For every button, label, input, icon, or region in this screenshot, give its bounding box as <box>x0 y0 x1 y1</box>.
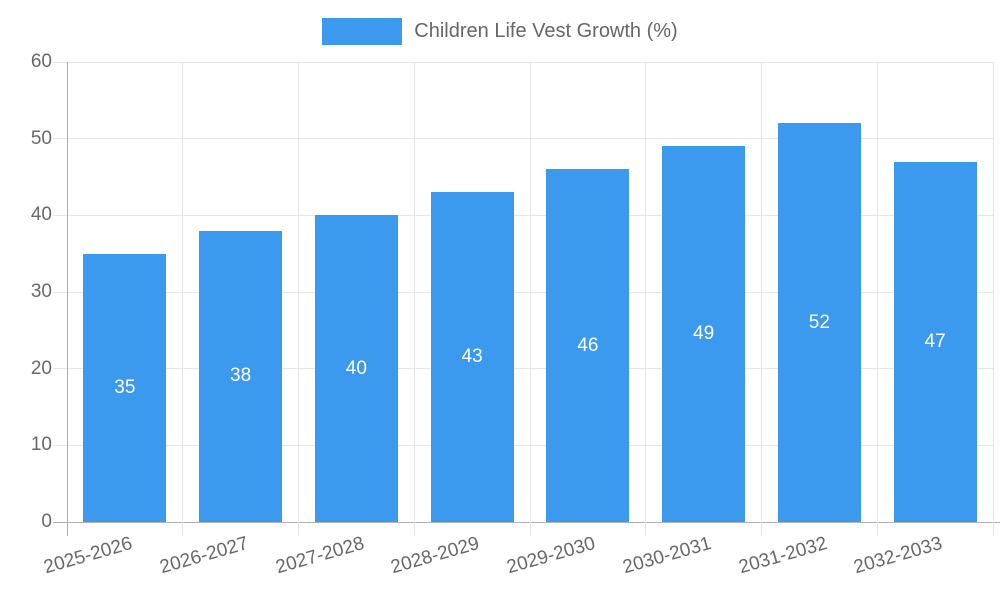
y-axis-line <box>66 62 68 536</box>
h-gridline <box>53 291 993 293</box>
bar[interactable] <box>893 161 977 522</box>
h-gridline <box>53 444 993 446</box>
bar[interactable] <box>777 123 861 522</box>
legend-swatch <box>322 18 403 45</box>
bar[interactable] <box>199 230 283 522</box>
legend-label: Children Life Vest Growth (%) <box>414 20 678 42</box>
bar[interactable] <box>314 215 398 522</box>
v-gridline <box>761 62 762 536</box>
y-axis-tick-label: 10 <box>30 434 52 456</box>
v-gridline <box>529 62 531 536</box>
x-axis-line <box>53 521 1000 523</box>
y-axis-tick-label: 20 <box>30 357 52 379</box>
x-axis-tick-label: 2030-2031 <box>620 533 714 579</box>
bar[interactable] <box>430 192 514 522</box>
x-axis-tick-label: 2029-2030 <box>504 533 598 579</box>
bar-value-label: 35 <box>114 376 136 398</box>
h-gridline <box>53 214 993 216</box>
bar-value-label: 47 <box>924 330 946 352</box>
x-axis-tick-label: 2028-2029 <box>388 533 482 579</box>
x-axis-tick-label: 2032-2033 <box>851 533 945 579</box>
bar[interactable] <box>662 146 746 522</box>
h-gridline <box>53 138 993 140</box>
y-axis-tick-label: 50 <box>30 127 52 149</box>
v-gridline <box>182 62 184 536</box>
x-axis-tick-label: 2027-2028 <box>273 533 367 579</box>
v-gridline <box>992 62 994 536</box>
y-axis-tick-label: 0 <box>41 511 52 532</box>
x-axis-tick-label: 2026-2027 <box>157 533 251 579</box>
bar-value-label: 52 <box>808 311 830 333</box>
v-gridline <box>645 62 647 536</box>
bar-value-label: 38 <box>230 365 252 387</box>
legend-item[interactable]: Children Life Vest Growth (%) <box>0 18 1000 45</box>
x-axis-tick-label: 2031-2032 <box>736 533 830 579</box>
v-gridline <box>413 62 415 536</box>
bar-value-label: 46 <box>577 334 599 356</box>
x-axis-tick-label: 2025-2026 <box>41 533 135 579</box>
h-gridline <box>53 61 993 63</box>
y-axis-tick-label: 60 <box>30 51 52 72</box>
bar-value-label: 43 <box>461 346 483 368</box>
v-gridline <box>298 62 299 536</box>
h-gridline <box>53 368 993 370</box>
v-gridline <box>876 62 878 536</box>
bar-value-label: 49 <box>693 323 715 345</box>
bar[interactable] <box>546 169 630 522</box>
bar-value-label: 40 <box>345 357 367 379</box>
y-axis-tick-label: 30 <box>30 281 52 302</box>
bar[interactable] <box>83 253 167 522</box>
y-axis-tick-label: 40 <box>30 204 52 226</box>
